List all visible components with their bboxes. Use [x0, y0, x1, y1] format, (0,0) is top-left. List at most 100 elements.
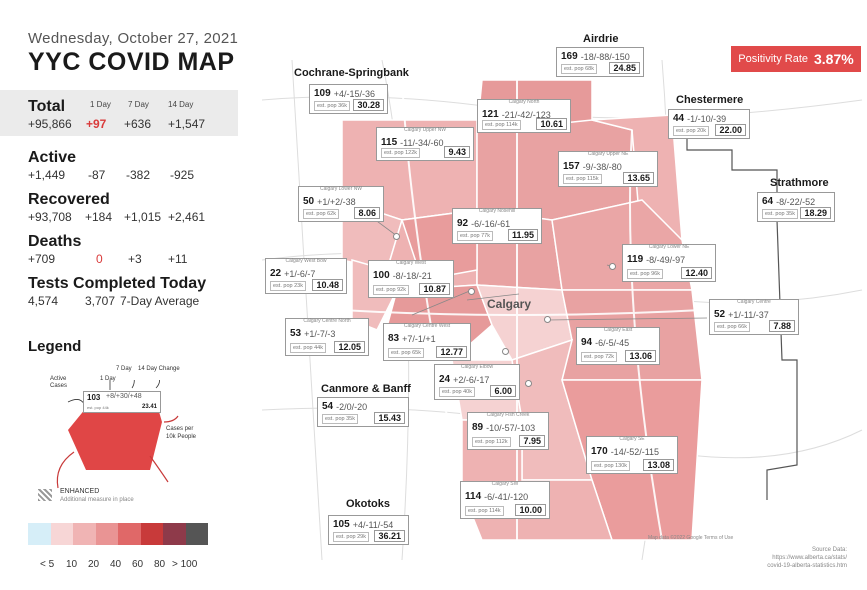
legend-diagram	[56, 380, 179, 489]
population-estimate: est. pop 77k	[457, 231, 493, 241]
legend-1day-label: 1 Day	[100, 376, 116, 382]
region-label: Calgary SE	[619, 436, 645, 442]
calgary-region-info-box[interactable]: Calgary Nosehill 92 -6/-16/-61 est. pop …	[452, 208, 542, 244]
cases-per-10k: 11.95	[507, 229, 538, 241]
box-top-row: 119 -8/-49/-97	[627, 252, 685, 267]
recovered-value: +93,708	[28, 210, 72, 224]
total-14day: +1,547	[168, 117, 206, 131]
region-label: Calgary Upper NW	[404, 127, 446, 133]
box-top-row: 169 -18/-88/-150	[561, 49, 630, 64]
box-top-row: 114 -6/-41/-120	[465, 489, 528, 504]
cases-per-10k: 12.77	[436, 346, 467, 358]
total-value: +95,866	[28, 117, 72, 131]
map-pin[interactable]	[609, 263, 616, 270]
cases-per-10k: 18.29	[800, 207, 831, 219]
map-pin[interactable]	[544, 316, 551, 323]
calgary-region-info-box[interactable]: Calgary SE 170 -14/-52/-115 est. pop 130…	[586, 436, 678, 474]
case-change: -21/-42/-123	[501, 109, 551, 120]
scale-swatch	[73, 523, 96, 545]
scale-label: 20	[88, 559, 100, 570]
active-7day: -382	[126, 168, 151, 182]
calgary-region-info-box[interactable]: Calgary West 100 -8/-18/-21 est. pop 92k…	[368, 260, 454, 298]
box-top-row: 22 +1/-6/-7	[270, 266, 315, 281]
cases-per-10k: 10.48	[312, 279, 343, 291]
case-change: +4/-15/-36	[333, 88, 375, 99]
population-estimate: est. pop 92k	[373, 285, 409, 295]
population-estimate: est. pop 35k	[762, 209, 798, 219]
legend-active-label: Active	[50, 376, 67, 382]
calgary-region-info-box[interactable]: Calgary East 94 -6/-5/-45 est. pop 72k 1…	[576, 327, 660, 365]
region-label: Calgary Nosehill	[478, 208, 516, 214]
calgary-region-info-box[interactable]: Calgary Lower NW 50 +1/+2/-38 est. pop 6…	[298, 186, 384, 222]
cases-per-10k: 22.00	[715, 124, 746, 136]
case-change: +2/-6/-17	[453, 374, 490, 385]
population-estimate: est. pop 40k	[439, 387, 475, 397]
map-pin[interactable]	[502, 348, 509, 355]
calgary-region-info-box[interactable]: Calgary Centre North 53 +1/-7/-3 est. po…	[285, 318, 369, 356]
positivity-label: Positivity Rate	[738, 53, 808, 65]
legend-7day-label: 7 Day	[116, 366, 132, 372]
active-value: +1,449	[28, 168, 66, 182]
cases-per-10k: 6.00	[490, 385, 516, 397]
region-label: Calgary North	[508, 99, 540, 105]
calgary-region-info-box[interactable]: Calgary North 121 -21/-42/-123 est. pop …	[477, 99, 571, 133]
region-label: Calgary West Bow	[285, 258, 327, 264]
community-info-box[interactable]: 169 -18/-88/-150 est. pop 68k 24.85	[556, 47, 644, 77]
cases-per-10k: 36.21	[374, 530, 405, 542]
deaths-value: +709	[28, 252, 56, 266]
box-top-row: 92 -6/-16/-61	[457, 216, 510, 231]
map-pin[interactable]	[393, 233, 400, 240]
box-top-row: 50 +1/+2/-38	[303, 194, 356, 209]
population-estimate: est. pop 72k	[581, 352, 617, 362]
active-count: 100	[373, 270, 390, 281]
community-info-box[interactable]: 44 -1/-10/-39 est. pop 20k 22.00	[668, 109, 750, 139]
calgary-region-info-box[interactable]: Calgary Centre West 83 +7/-1/+1 est. pop…	[383, 323, 471, 361]
population-estimate: est. pop 122k	[381, 148, 421, 158]
community-cochrane: Cochrane-Springbank	[294, 67, 409, 79]
active-count: 169	[561, 51, 578, 62]
deaths-14day: +11	[168, 252, 188, 266]
legend-per10k-label: Cases per	[166, 426, 194, 432]
calgary-region-info-box[interactable]: Calgary Centre 52 +1/-11/-37 est. pop 66…	[709, 299, 799, 335]
box-top-row: 100 -8/-18/-21	[373, 268, 432, 283]
community-info-box[interactable]: 54 -2/0/-20 est. pop 35k 15.43	[317, 397, 409, 427]
calgary-region-info-box[interactable]: Calgary West Bow 22 +1/-6/-7 est. pop 23…	[265, 258, 347, 294]
active-count: 52	[714, 309, 726, 320]
case-change: -6/-5/-45	[595, 337, 630, 348]
calgary-region-info-box[interactable]: Calgary Upper NE 157 -9/-38/-80 est. pop…	[558, 151, 658, 187]
active-14day: -925	[170, 168, 195, 182]
community-info-box[interactable]: 64 -8/-22/-52 est. pop 35k 18.29	[757, 192, 835, 222]
active-count: 94	[581, 337, 593, 348]
map-pin[interactable]	[525, 380, 532, 387]
case-change: +1/+2/-38	[317, 196, 356, 207]
calgary-region-info-box[interactable]: Calgary Lower NE 119 -8/-49/-97 est. pop…	[622, 244, 716, 282]
total-1day: +97	[86, 117, 107, 131]
color-scale	[28, 523, 208, 545]
legend-title: Legend	[28, 338, 82, 355]
date-label: Wednesday, October 27, 2021	[28, 30, 239, 47]
map-pin[interactable]	[468, 288, 475, 295]
case-change: -1/-10/-39	[687, 113, 727, 124]
legend-sample-box: 103 +8/+30/+48 est. pop 44k 23.41	[83, 391, 161, 413]
active-count: 109	[314, 88, 331, 99]
legend-sample-change: +8/+30/+48	[106, 393, 142, 400]
box-top-row: 83 +7/-1/+1	[388, 331, 436, 346]
recovered-14day: +2,461	[168, 210, 206, 224]
legend-per10k-label-2: 10k People	[166, 434, 197, 440]
col-7day-header: 7 Day	[128, 100, 149, 109]
cases-per-10k: 30.28	[353, 99, 384, 111]
active-count: 115	[381, 137, 398, 148]
calgary-region-info-box[interactable]: Calgary Elbow 24 +2/-6/-17 est. pop 40k …	[434, 364, 520, 400]
cases-per-10k: 9.43	[444, 146, 470, 158]
community-info-box[interactable]: 105 +4/-11/-54 est. pop 29k 36.21	[328, 515, 409, 545]
calgary-region-info-box[interactable]: Calgary Fish Creek 89 -10/-57/-103 est. …	[467, 412, 549, 450]
case-change: -11/-34/-60	[400, 137, 444, 148]
scale-swatch	[118, 523, 141, 545]
calgary-region-info-box[interactable]: Calgary Upper NW 115 -11/-34/-60 est. po…	[376, 127, 474, 161]
scale-swatch	[50, 523, 73, 545]
community-info-box[interactable]: 109 +4/-15/-36 est. pop 36k 30.28	[309, 84, 388, 114]
population-estimate: est. pop 96k	[627, 269, 663, 279]
population-estimate: est. pop 66k	[714, 322, 750, 332]
calgary-region-info-box[interactable]: Calgary SW 114 -6/-41/-120 est. pop 114k…	[460, 481, 550, 519]
case-change: -2/0/-20	[336, 401, 368, 412]
